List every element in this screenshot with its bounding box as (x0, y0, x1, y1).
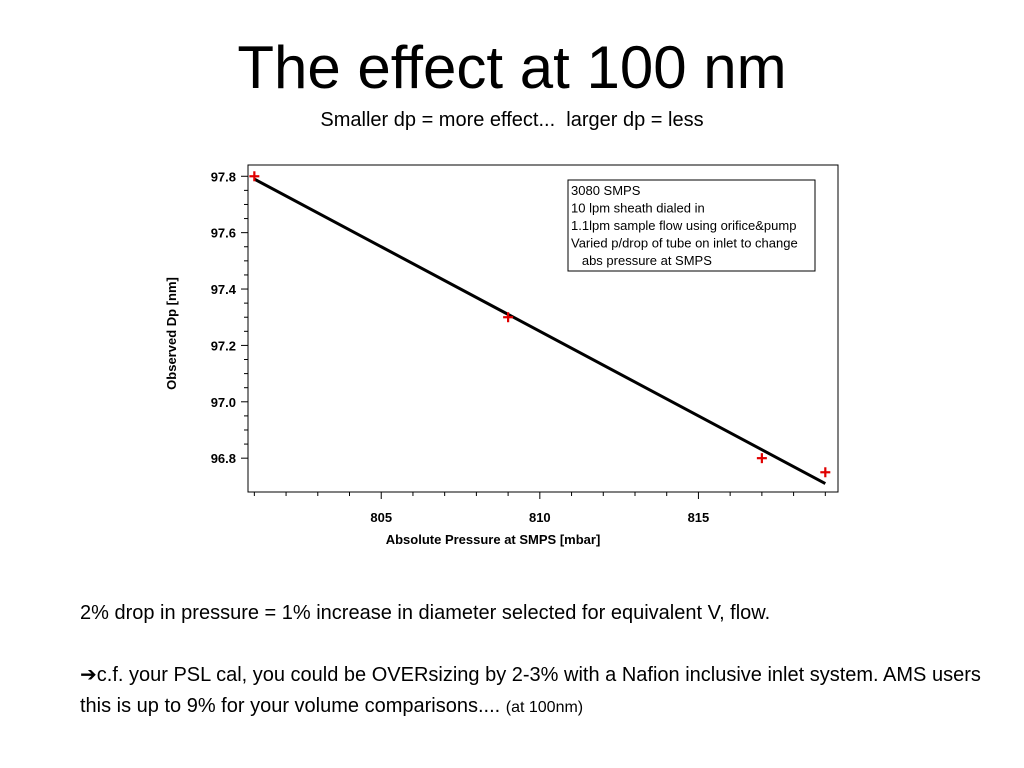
data-point (503, 312, 514, 323)
legend-line: 10 lpm sheath dialed in (571, 201, 705, 216)
y-tick-label: 97.0 (211, 395, 236, 410)
y-tick-label: 97.6 (211, 226, 236, 241)
y-tick-label: 97.2 (211, 338, 236, 353)
legend-line: 1.1lpm sample flow using orifice&pump (571, 218, 796, 233)
chart-svg: 805 810 815 96.8 97.0 97.2 97.4 97.6 97.8 3080 … (164, 164, 839, 547)
slide-title: The effect at 100 nm (237, 34, 787, 101)
y-axis-label: Observed Dp [nm] (164, 277, 179, 390)
x-tick-label: 805 (370, 510, 392, 525)
slide-subtitle: Smaller dp = more effect... larger dp = … (320, 109, 704, 131)
data-point (820, 467, 831, 478)
chart: 805 810 815 96.8 97.0 97.2 97.4 97.6 97.8 3080 … (150, 150, 850, 560)
fit-line (253, 177, 827, 485)
y-tick-label: 97.8 (211, 169, 236, 184)
arrow-right-icon: ➔ (80, 664, 97, 686)
data-point (249, 171, 260, 182)
legend-box (567, 179, 816, 272)
body-line-1: 2% drop in pressure = 1% increase in dia… (80, 602, 771, 624)
x-tick-label: 810 (529, 510, 551, 525)
legend-line: 3080 SMPS (571, 183, 641, 198)
y-tick-label: 96.8 (211, 451, 236, 466)
x-axis-label: Absolute Pressure at SMPS [mbar] (386, 532, 601, 547)
body-note: (at 100nm) (505, 699, 584, 716)
slide-body: 2% drop in pressure = 1% increase in dia… (80, 598, 1000, 723)
legend-line: Varied p/drop of tube on inlet to change (571, 236, 798, 251)
legend-line: abs pressure at SMPS (571, 253, 712, 268)
x-tick-label: 815 (688, 510, 710, 525)
data-point (756, 453, 767, 464)
y-tick-label: 97.4 (211, 282, 237, 297)
plot-frame (247, 164, 839, 493)
body-paragraph-2: ➔c.f. your PSL cal, you could be OVERsiz… (80, 660, 1000, 723)
body-line-2: c.f. your PSL cal, you could be OVERsizi… (80, 664, 981, 717)
